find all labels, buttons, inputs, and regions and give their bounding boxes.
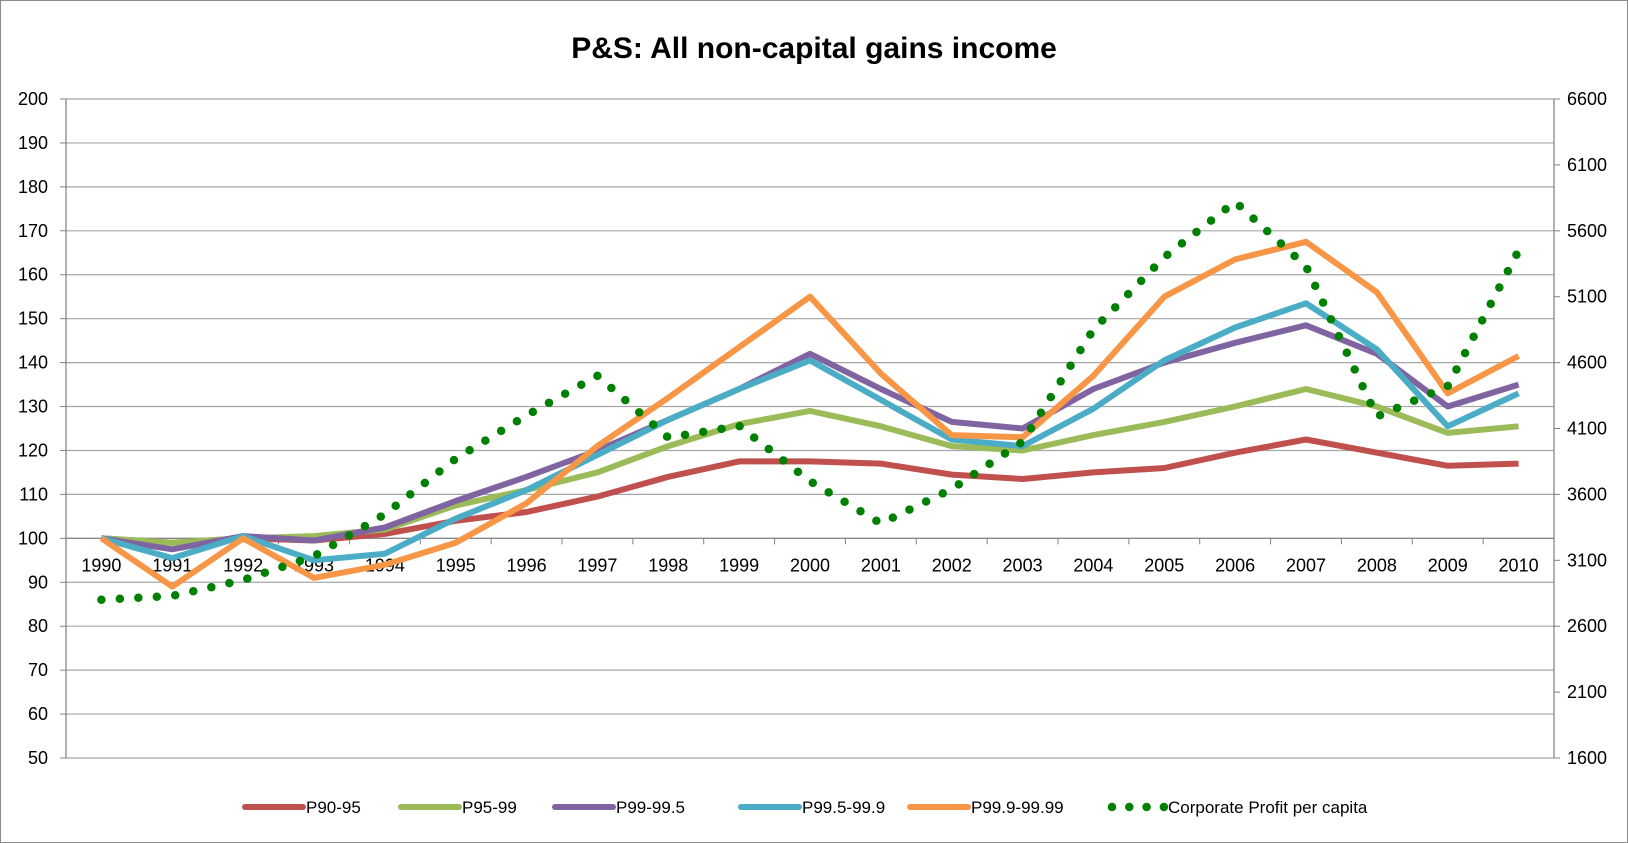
- y-tick-label: 120: [18, 440, 48, 460]
- x-tick-label: 2005: [1144, 555, 1184, 575]
- x-tick-label: 1999: [719, 555, 759, 575]
- x-tick-label: 2003: [1003, 555, 1043, 575]
- legend-item-p99-99-5: P99-99.5: [552, 798, 685, 817]
- y-tick-label: 60: [28, 704, 48, 724]
- x-tick-label: 1996: [507, 555, 547, 575]
- x-tick-label: 2004: [1073, 555, 1113, 575]
- legend-label: P99.5-99.9: [802, 798, 885, 817]
- x-tick-label: 1990: [81, 555, 121, 575]
- y2-tick-label: 6100: [1567, 155, 1607, 175]
- legend: P90-95 P95-99 P99-99.5 P99.5-99.9 P99.9-99.9…: [242, 798, 1368, 817]
- series-line-p99-9-99-99: [99, 238, 1520, 590]
- x-tick-label: 1991: [152, 555, 192, 575]
- y2-tick-label: 4100: [1567, 419, 1607, 439]
- x-tick-label: 2006: [1215, 555, 1255, 575]
- y-tick-label: 70: [28, 660, 48, 680]
- y2-tick-label: 2600: [1567, 616, 1607, 636]
- y2-tick-label: 3100: [1567, 550, 1607, 570]
- x-tick-label: 2000: [790, 555, 830, 575]
- y-tick-label: 170: [18, 221, 48, 241]
- y2-tick-label: 5100: [1567, 287, 1607, 307]
- y-tick-label: 190: [18, 133, 48, 153]
- y-tick-label: 160: [18, 265, 48, 285]
- legend-item-p99-9-99-99: P99.9-99.99: [907, 798, 1064, 817]
- x-tick-label: 2002: [932, 555, 972, 575]
- series-line-p99-99-5: [100, 322, 1520, 553]
- series-line-p99-5-99-9: [100, 300, 1520, 564]
- y-tick-label: 50: [28, 748, 48, 768]
- y2-tick-label: 3600: [1567, 484, 1607, 504]
- legend-item-p95-99: P95-99: [398, 798, 517, 817]
- series-line-corporate-profit-per-capita: [97, 196, 1523, 605]
- y-tick-label: 110: [19, 484, 48, 504]
- y-tick-label: 80: [28, 616, 48, 636]
- legend-item-p99-5-99-9: P99.5-99.9: [738, 798, 885, 817]
- x-tick-label: 2008: [1357, 555, 1397, 575]
- x-tick-label: 1995: [436, 555, 476, 575]
- legend-label: P95-99: [462, 798, 517, 817]
- y2-tick-label: 2100: [1567, 682, 1607, 702]
- x-tick-label: 2009: [1428, 555, 1468, 575]
- legend-label: Corporate Profit per capita: [1168, 798, 1368, 817]
- legend-item-corporate-profit-per-capita: Corporate Profit per capita: [1107, 798, 1368, 817]
- x-tick-label: 1997: [577, 555, 617, 575]
- x-tick-label: 1998: [648, 555, 688, 575]
- y2-tick-label: 1600: [1567, 748, 1607, 768]
- legend-item-p90-95: P90-95: [242, 798, 361, 817]
- y-tick-label: 100: [18, 528, 48, 548]
- y-tick-label: 150: [18, 309, 48, 329]
- legend-label: P99-99.5: [616, 798, 685, 817]
- series-lines: [97, 196, 1523, 605]
- chart-title: P&S: All non-capital gains income: [571, 32, 1057, 65]
- y2-tick-label: 6600: [1567, 89, 1607, 109]
- legend-label: P90-95: [306, 798, 361, 817]
- x-tick-label: 2010: [1499, 555, 1539, 575]
- x-tick-label: 1992: [223, 555, 263, 575]
- legend-label: P99.9-99.99: [971, 798, 1064, 817]
- y-tick-label: 130: [18, 397, 48, 417]
- y-tick-label: 140: [18, 353, 48, 373]
- y-tick-label: 90: [28, 572, 48, 592]
- x-tick-label: 2001: [861, 555, 901, 575]
- y2-tick-label: 4600: [1567, 353, 1607, 373]
- y-tick-label: 200: [18, 89, 48, 109]
- y2-tick-label: 5600: [1567, 221, 1607, 241]
- x-tick-label: 2007: [1286, 555, 1326, 575]
- y-tick-label: 180: [18, 177, 48, 197]
